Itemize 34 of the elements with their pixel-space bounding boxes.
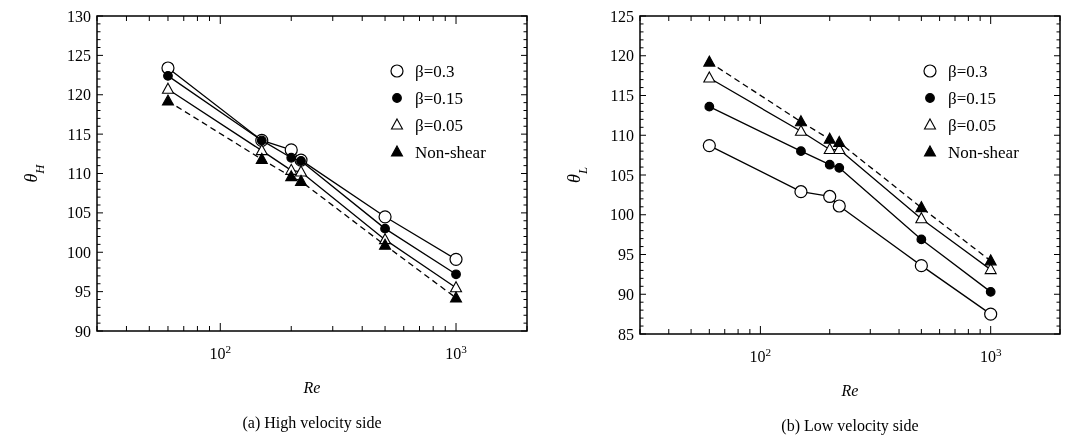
legend-label: Non-shear xyxy=(948,142,1020,162)
y-tick-label: 110 xyxy=(610,126,634,144)
legend-label: β=0.15 xyxy=(948,88,996,108)
y-tick-label: 125 xyxy=(67,46,91,64)
x-tick-label: 10$^{3}$ xyxy=(445,343,468,362)
text: (b) Low velocity side xyxy=(781,417,919,435)
legend-label: β=0.3 xyxy=(415,61,455,81)
y-tick-label: 90 xyxy=(618,285,634,303)
y-tick-label: 90 xyxy=(75,322,91,340)
x-axis-title: Re xyxy=(302,379,321,396)
legend-label: β=0.3 xyxy=(948,61,988,81)
y-tick-label: 120 xyxy=(610,47,634,65)
y-tick-label: 125 xyxy=(610,7,634,25)
text: (a) High velocity side xyxy=(242,414,382,432)
y-tick-label: 115 xyxy=(610,87,634,105)
y-tick-label: 85 xyxy=(618,325,634,343)
y-tick-label: 115 xyxy=(67,125,91,143)
y-tick-label: 120 xyxy=(67,86,91,104)
legend-label: Non-shear xyxy=(415,142,487,162)
y-tick-label: 130 xyxy=(67,7,91,25)
y-tick-label: 100 xyxy=(67,243,91,261)
y-tick-label: 110 xyxy=(67,165,91,183)
y-tick-label: 95 xyxy=(75,283,91,301)
x-tick-label: 10$^{2}$ xyxy=(749,346,772,365)
legend-label: β=0.05 xyxy=(415,115,463,135)
x-tick-label: 10$^{2}$ xyxy=(209,343,232,362)
y-tick-label: 100 xyxy=(610,206,634,224)
legend-label: β=0.05 xyxy=(948,115,996,135)
y-tick-label: 105 xyxy=(67,204,91,222)
x-tick-label: 10$^{3}$ xyxy=(979,346,1002,365)
x-axis-title: Re xyxy=(840,382,859,399)
legend-label: β=0.15 xyxy=(415,88,463,108)
y-tick-label: 95 xyxy=(618,246,634,264)
y-tick-label: 105 xyxy=(610,166,634,184)
